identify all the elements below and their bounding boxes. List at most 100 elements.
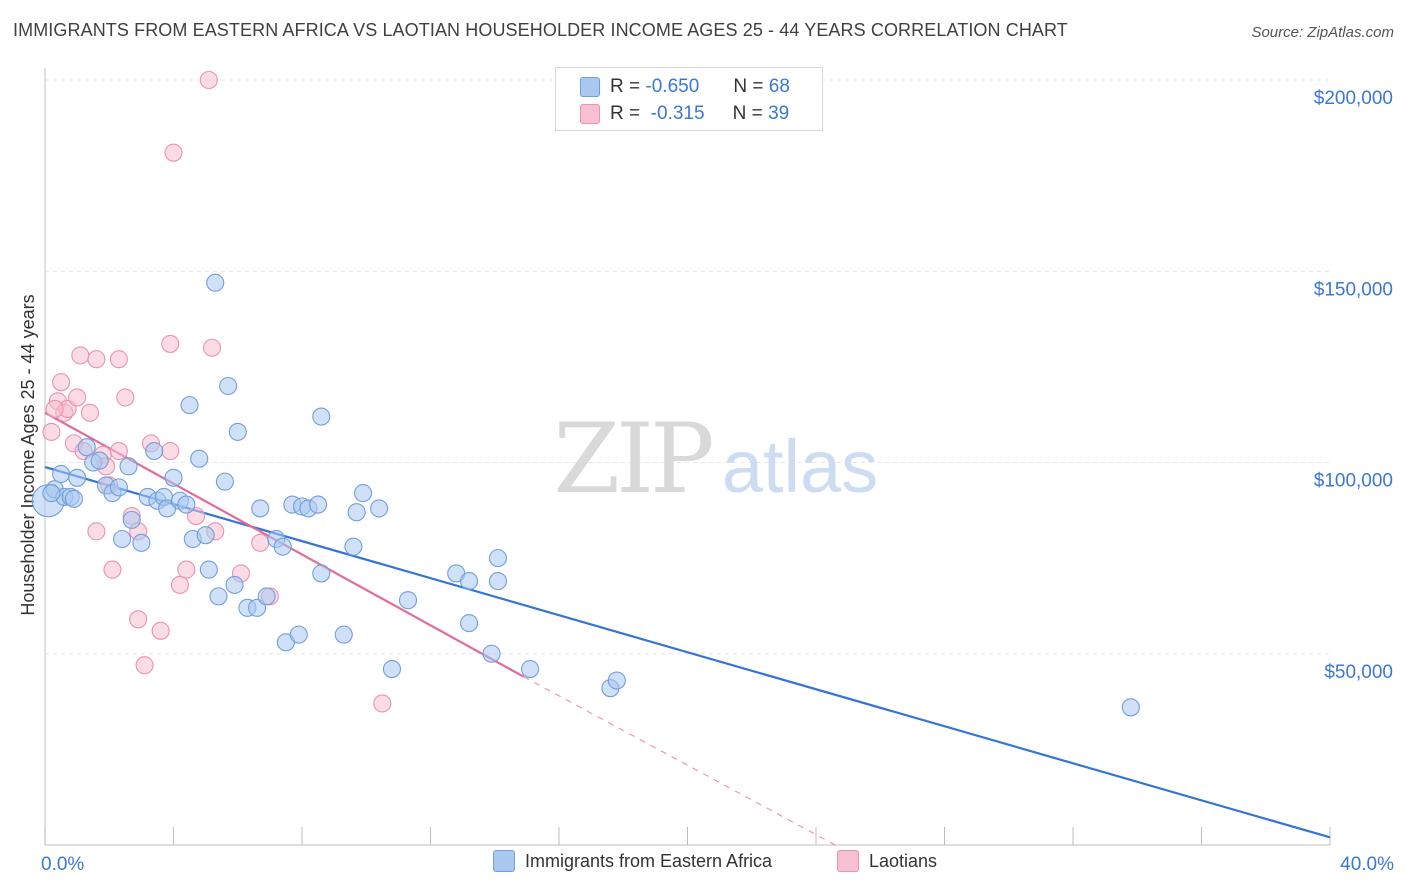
x-tick-label-min: 0.0%	[41, 854, 84, 875]
eastern-africa-point	[90, 451, 109, 470]
laotians-point	[177, 560, 196, 579]
legend-blue-swatch	[493, 850, 515, 872]
legend-item-eastern-africa: Immigrants from Eastern Africa	[493, 850, 772, 872]
y-tick-label: $100,000	[1314, 471, 1393, 492]
eastern-africa-point	[344, 537, 363, 556]
chart-title: IMMIGRANTS FROM EASTERN AFRICA VS LAOTIA…	[13, 20, 1068, 40]
laotians-point	[109, 441, 128, 461]
n-label: N =	[733, 76, 764, 97]
r-label: R =	[610, 103, 641, 124]
axes	[44, 68, 1331, 846]
r-label: R =	[610, 76, 641, 97]
eastern-africa-point	[289, 625, 308, 644]
laotians-point	[203, 338, 222, 357]
eastern-africa-point	[459, 614, 479, 633]
stats-row-pink: R = -0.315 N = 39	[580, 103, 789, 125]
y-tick-labels: $50,000 $100,000 $150,000 $200,000	[1314, 88, 1393, 683]
eastern-africa-point	[180, 396, 199, 415]
eastern-africa-point	[607, 671, 626, 690]
laotians-point	[45, 399, 64, 419]
eastern-africa-point	[113, 529, 132, 549]
y-tick-label: $50,000	[1324, 662, 1393, 683]
watermark-atlas: atlas	[722, 425, 878, 508]
legend-pink-swatch	[837, 850, 859, 872]
laotians-point	[109, 350, 128, 369]
laotians-point	[87, 522, 106, 541]
laotians-point	[373, 694, 392, 713]
eastern-africa-point	[225, 575, 244, 594]
eastern-africa-point	[312, 564, 331, 583]
source-label: Source: ZipAtlas.com	[1251, 24, 1394, 41]
laotians-point	[68, 388, 87, 407]
eastern-africa-point	[251, 499, 270, 518]
eastern-africa-point	[398, 591, 418, 610]
laotians-trend-extension	[523, 676, 836, 846]
eastern-africa-point	[109, 478, 128, 497]
laotians-point	[199, 70, 218, 90]
eastern-africa-point	[132, 533, 151, 552]
eastern-africa-point	[347, 503, 366, 522]
n-value: 39	[768, 103, 790, 124]
y-tick-label: $150,000	[1314, 279, 1393, 300]
eastern-africa-point	[52, 464, 71, 484]
eastern-africa-point	[521, 659, 540, 679]
laotians-point	[103, 560, 122, 579]
eastern-africa-point	[488, 549, 508, 568]
stats-row-blue: R = -0.650 N = 68	[580, 76, 790, 98]
eastern-africa-point	[488, 572, 508, 591]
eastern-africa-point	[459, 572, 479, 591]
laotians-point	[151, 621, 170, 640]
eastern-africa-point	[145, 441, 164, 461]
eastern-africa-point	[206, 273, 225, 292]
y-axis-title-group: Householder Income Ages 25 - 44 years	[18, 294, 38, 615]
eastern-africa-point	[164, 468, 183, 487]
r-value: -0.650	[645, 76, 700, 97]
n-label: N =	[732, 103, 763, 124]
laotians-point	[42, 422, 61, 441]
laotians-point	[251, 533, 270, 552]
eastern-africa-point	[309, 495, 328, 514]
eastern-africa-point	[196, 526, 215, 545]
laotians-point	[80, 403, 100, 422]
n-value: 68	[768, 76, 790, 97]
x-tick-labels: 0.0% 40.0%	[41, 854, 1394, 875]
blue-swatch	[580, 77, 600, 97]
laotians-point	[164, 143, 183, 162]
eastern-africa-point	[190, 449, 209, 468]
eastern-africa-point	[119, 457, 138, 476]
eastern-africa-point	[482, 644, 501, 663]
eastern-africa-point	[209, 587, 228, 606]
eastern-africa-point	[177, 495, 196, 514]
laotians-point	[71, 346, 90, 365]
laotians-point	[135, 656, 154, 675]
eastern-africa-point	[382, 659, 402, 679]
eastern-africa-point	[122, 510, 141, 529]
x-tick-label-max: 40.0%	[1340, 854, 1394, 875]
eastern-africa-point	[353, 484, 373, 503]
eastern-africa-trend-line	[44, 466, 1331, 839]
legend-label: Laotians	[869, 850, 938, 871]
laotians-point	[161, 441, 180, 461]
laotians-point	[170, 575, 189, 594]
watermark: ZIP atlas	[553, 403, 878, 515]
watermark-zip: ZIP	[553, 403, 712, 515]
legend-label: Immigrants from Eastern Africa	[525, 850, 773, 871]
legend-item-laotians: Laotians	[837, 850, 937, 872]
laotians-point	[116, 388, 135, 407]
eastern-africa-point	[42, 484, 61, 503]
eastern-africa-point	[215, 472, 234, 491]
laotians-point	[87, 350, 106, 369]
eastern-africa-point	[312, 407, 331, 426]
eastern-africa-point	[77, 438, 96, 457]
eastern-africa-point	[334, 625, 353, 644]
eastern-africa-point	[273, 537, 292, 556]
eastern-africa-point	[257, 587, 276, 606]
laotians-point	[161, 334, 180, 353]
laotians-points	[42, 70, 392, 713]
laotians-point	[129, 610, 148, 629]
eastern-africa-point	[68, 468, 87, 487]
stats-legend-box: R = -0.650 N = 68 R = -0.315 N = 39	[555, 67, 823, 131]
eastern-africa-points	[31, 273, 1140, 717]
laotians-point	[52, 373, 71, 392]
